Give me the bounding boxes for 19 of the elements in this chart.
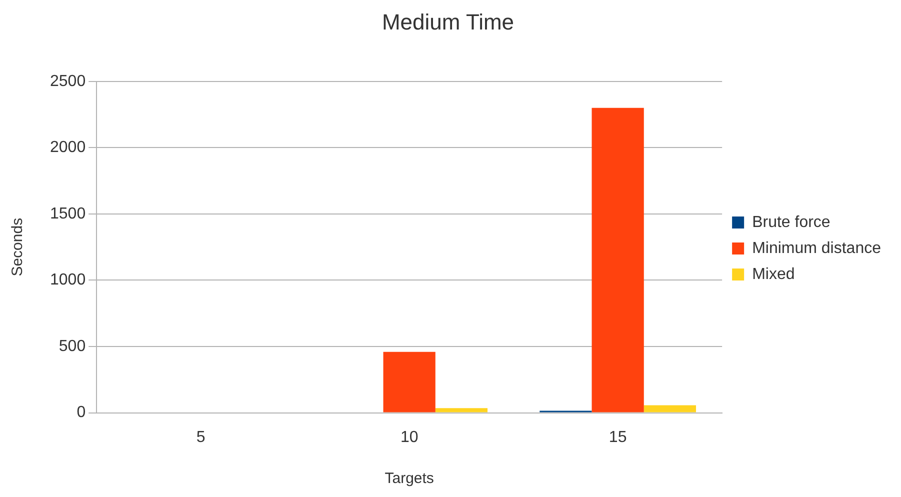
y-tick-label: 2000 xyxy=(50,139,86,156)
legend-label: Brute force xyxy=(752,214,830,231)
bar xyxy=(592,108,644,412)
x-axis-title: Targets xyxy=(384,470,434,488)
x-tick-label: 15 xyxy=(608,428,627,446)
x-tick-label: 5 xyxy=(196,428,206,446)
y-tick-label: 500 xyxy=(58,338,86,355)
legend-label: Mixed xyxy=(752,266,795,283)
y-tick-label: 0 xyxy=(76,404,86,422)
bar xyxy=(644,405,696,412)
x-tick-label: 10 xyxy=(400,428,418,446)
y-tick-label: 1000 xyxy=(50,272,86,289)
legend-label: Minimum distance xyxy=(752,240,882,257)
chart-title: Medium Time xyxy=(382,9,514,34)
y-tick-label: 1500 xyxy=(50,205,86,222)
bar xyxy=(383,352,436,412)
y-tick-label: 2500 xyxy=(50,72,86,90)
y-axis-title: Seconds xyxy=(9,218,26,276)
bar xyxy=(435,408,488,412)
